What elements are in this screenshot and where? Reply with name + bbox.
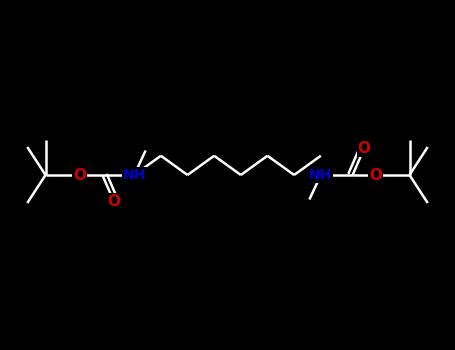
Text: O: O xyxy=(107,194,120,209)
Text: O: O xyxy=(369,168,382,182)
Text: O: O xyxy=(73,168,86,182)
Text: NH: NH xyxy=(309,168,333,182)
Text: O: O xyxy=(358,141,370,156)
Text: NH: NH xyxy=(122,168,146,182)
